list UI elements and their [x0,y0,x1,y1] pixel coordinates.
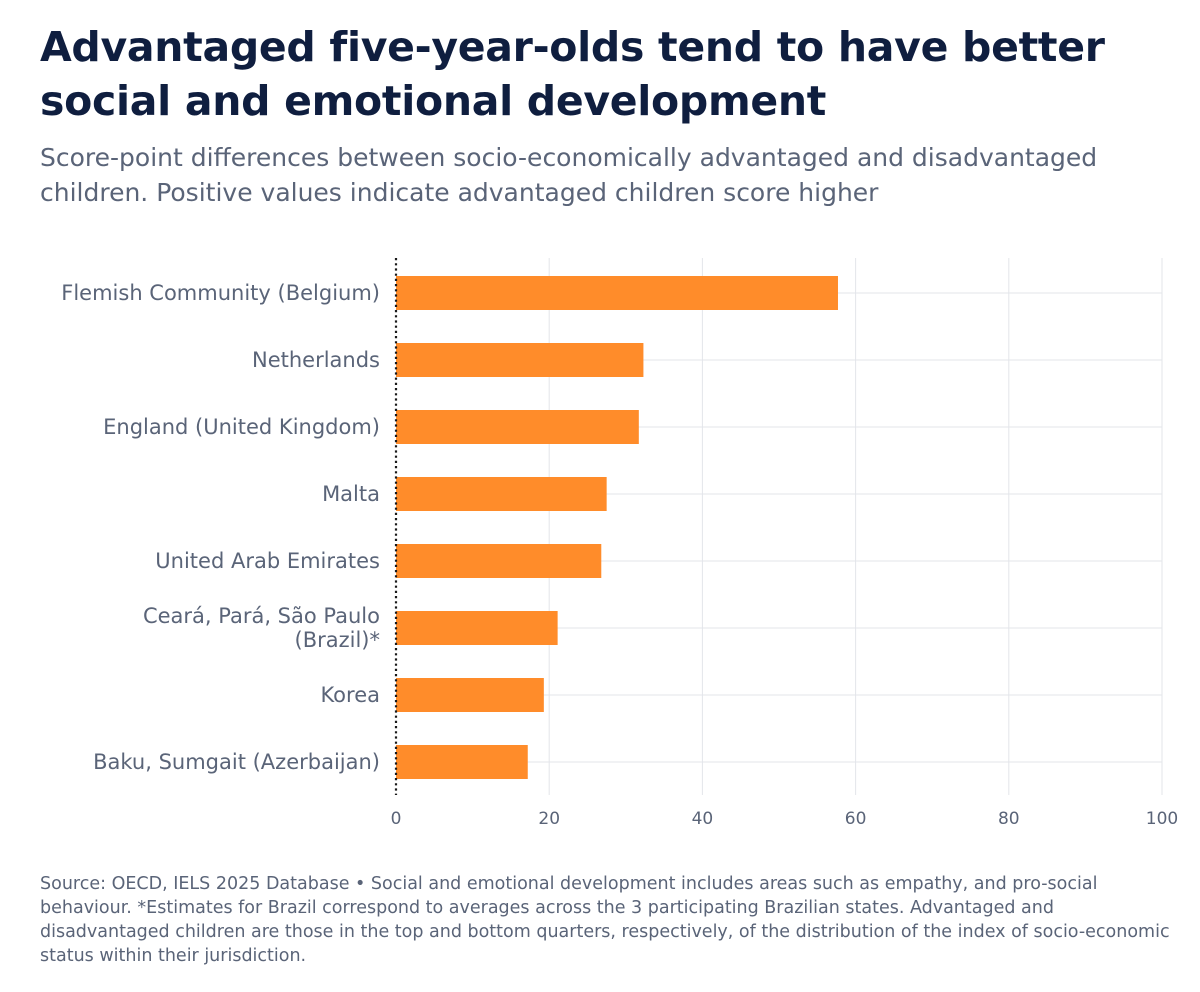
x-tick-label: 20 [538,809,560,829]
bar [396,745,528,779]
x-tick-label: 100 [1146,809,1178,829]
category-label: Korea [320,683,380,707]
category-label: Netherlands [252,348,380,372]
category-label: Flemish Community (Belgium) [61,281,380,305]
bar [396,544,602,578]
category-label: Baku, Sumgait (Azerbaijan) [93,750,380,774]
bar [396,410,639,444]
bar-chart: Flemish Community (Belgium) Netherlands En… [61,258,1179,829]
x-tick-label: 40 [692,809,714,829]
x-tick-label: 0 [391,809,402,829]
bars [396,276,838,779]
gridlines [396,258,1163,795]
x-tick-label: 60 [845,809,867,829]
category-label: United Arab Emirates [155,549,380,573]
category-labels: Flemish Community (Belgium) Netherlands En… [61,281,380,774]
x-tick-label: 80 [998,809,1020,829]
bar [396,477,607,511]
chart-title: Advantaged five-year-olds tend to have b… [40,23,1105,125]
footnote: Source: OECD, IELS 2025 Database • Socia… [40,874,1170,966]
category-label: Malta [322,482,380,506]
category-label: England (United Kingdom) [103,415,380,439]
bar [396,678,544,712]
chart-subtitle: Score-point differences between socio-ec… [40,143,1098,207]
category-label: Ceará, Pará, São Paulo (Brazil)* [143,604,380,652]
bar [396,343,644,377]
bar [396,611,558,645]
bar [396,276,838,310]
x-axis-ticks: 0 20 40 60 80 100 [391,809,1179,829]
